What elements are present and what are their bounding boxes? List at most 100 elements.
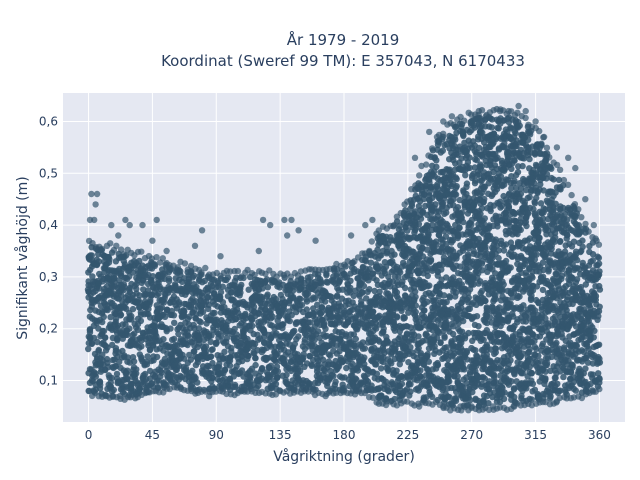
data-point [513, 185, 520, 192]
data-point [398, 307, 405, 314]
data-point [417, 350, 424, 357]
data-point [267, 362, 275, 369]
data-point [238, 367, 246, 374]
data-point [415, 220, 423, 228]
data-point [522, 218, 530, 226]
data-point [478, 163, 485, 170]
data-point [359, 288, 366, 296]
data-point [361, 360, 368, 368]
data-point [261, 339, 268, 346]
data-point [112, 362, 119, 370]
data-point [510, 336, 518, 343]
data-point [454, 373, 461, 380]
data-point [221, 348, 228, 355]
data-point [129, 269, 137, 276]
data-point [245, 352, 252, 360]
data-point [185, 332, 192, 340]
data-point [519, 162, 526, 170]
data-point [96, 285, 103, 292]
data-point [502, 241, 510, 248]
data-point [508, 378, 515, 385]
data-point [353, 376, 360, 383]
data-point [525, 136, 532, 143]
data-point [526, 155, 533, 163]
data-point [393, 313, 401, 320]
data-point [330, 372, 337, 380]
data-point [539, 215, 547, 222]
data-point [337, 303, 344, 310]
data-point [176, 301, 183, 308]
data-point [197, 319, 204, 326]
data-point [347, 284, 354, 292]
data-point [245, 286, 252, 293]
data-point [492, 345, 500, 352]
data-point [477, 210, 484, 218]
data-point [242, 315, 249, 322]
data-point [453, 367, 460, 375]
data-point [100, 313, 108, 321]
data-point [416, 324, 424, 331]
data-point [352, 335, 359, 343]
data-point [379, 328, 387, 336]
data-point [421, 191, 428, 198]
data-point [501, 389, 508, 396]
data-point [190, 348, 197, 355]
data-point [85, 345, 92, 353]
data-point [101, 334, 109, 341]
data-point [412, 288, 419, 295]
data-point [367, 259, 375, 266]
data-point [180, 355, 188, 362]
data-point [533, 251, 540, 258]
data-point [314, 301, 321, 308]
data-point [361, 354, 368, 361]
data-point [376, 288, 383, 295]
data-point [417, 367, 424, 374]
data-point [186, 351, 193, 359]
data-point [516, 293, 523, 300]
data-point [258, 364, 266, 372]
data-point [391, 347, 398, 354]
data-point [433, 157, 440, 164]
data-point [482, 297, 489, 305]
data-point [495, 125, 502, 132]
data-point [181, 308, 188, 315]
data-point [151, 261, 158, 268]
data-point [349, 360, 356, 368]
data-point [209, 346, 216, 353]
data-point [126, 286, 133, 293]
data-point [508, 185, 515, 192]
data-point [272, 358, 279, 365]
data-point [383, 250, 390, 257]
data-point [283, 371, 290, 379]
data-point [366, 286, 373, 293]
data-point [327, 352, 334, 359]
data-point [86, 329, 94, 336]
data-point [545, 268, 552, 275]
data-point [221, 366, 229, 374]
data-point [371, 287, 378, 295]
data-point [481, 195, 488, 203]
data-point [454, 204, 462, 211]
data-point [526, 193, 533, 201]
data-point [359, 339, 367, 346]
data-point [500, 281, 507, 288]
data-point [411, 337, 418, 344]
data-point [475, 323, 482, 330]
data-point [536, 234, 543, 241]
data-point [314, 328, 322, 335]
data-point [522, 186, 530, 194]
data-point [480, 336, 487, 344]
data-point [382, 263, 390, 270]
data-point [542, 368, 549, 375]
data-point [92, 370, 99, 377]
data-point [495, 247, 503, 254]
data-point [516, 122, 523, 129]
data-point [202, 343, 210, 350]
data-point [460, 218, 467, 226]
data-point [274, 374, 281, 382]
data-point [259, 285, 266, 292]
data-point [161, 313, 169, 320]
data-point [187, 356, 194, 363]
data-point [272, 332, 279, 339]
